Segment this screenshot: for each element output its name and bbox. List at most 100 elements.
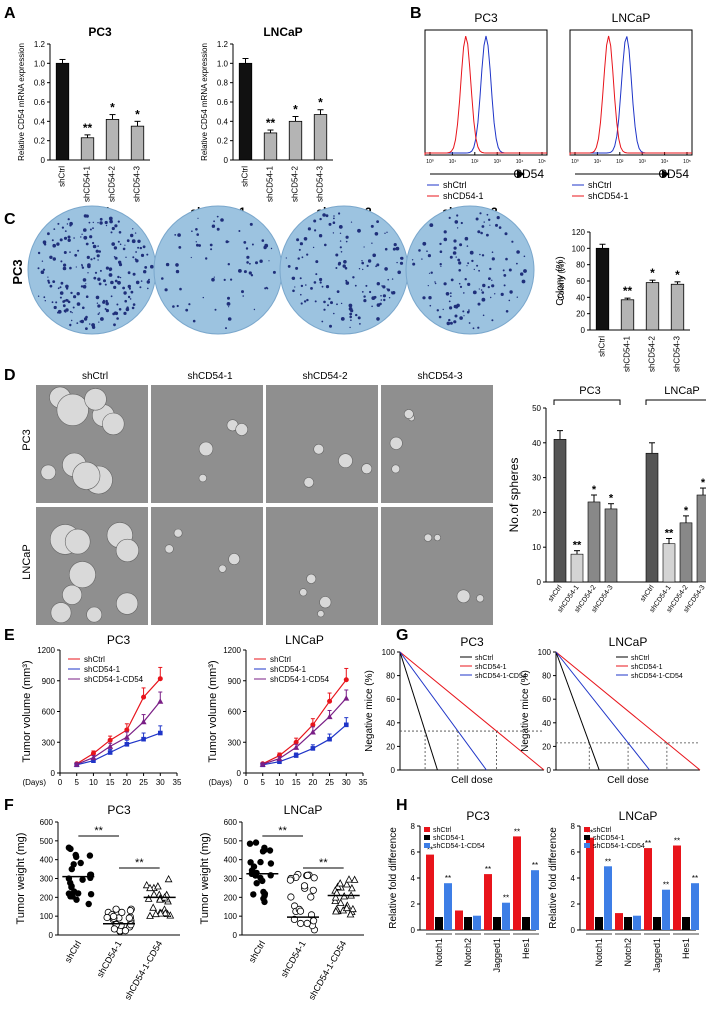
- colony-dot: [356, 314, 358, 316]
- colony-dot: [387, 278, 390, 281]
- colony-dot: [397, 270, 402, 275]
- colony-dot: [481, 297, 486, 302]
- colony-dot: [412, 262, 416, 266]
- chart-f-lncap-point: [345, 875, 353, 883]
- colony-dot: [105, 224, 108, 227]
- chart-h-lncap-bar: [615, 913, 623, 930]
- chart-h-pc3-bar: [531, 870, 539, 930]
- chart-b-pc3-arrowhead: [517, 170, 525, 178]
- colony-dot: [340, 302, 343, 305]
- chart-e-lncap-marker: [276, 755, 283, 762]
- chart-c-colony-ytick-label: 120: [572, 228, 586, 237]
- colony-dot: [482, 283, 486, 288]
- chart-b-lncap-xtick-label: 10¹: [594, 159, 602, 165]
- colony-dot: [349, 315, 353, 319]
- colony-dot: [63, 299, 66, 303]
- chart-h-pc3-category-label: Hes1: [521, 938, 531, 959]
- chart-g-pc3-ytick-label: 20: [386, 742, 395, 751]
- colony-dot: [468, 309, 470, 311]
- colony-dot: [114, 224, 118, 228]
- colony-dot: [272, 270, 276, 274]
- colony-dot: [214, 308, 217, 311]
- sphere: [319, 596, 332, 609]
- chart-h-pc3-bar: [464, 917, 472, 930]
- chart-f-lncap-point: [342, 903, 351, 912]
- colony-dot: [418, 249, 421, 252]
- panel-letter-C: C: [4, 211, 16, 228]
- colony-dot: [137, 239, 141, 243]
- panel-letter-F: F: [4, 797, 14, 814]
- colony-dot: [213, 220, 216, 223]
- colony-dot: [80, 319, 85, 324]
- colony-dot: [245, 247, 249, 250]
- chart-e-lncap-marker: [293, 739, 299, 745]
- colony-dot: [268, 260, 270, 262]
- colony-dot: [69, 324, 72, 327]
- chart-f-pc3-point: [110, 925, 119, 933]
- colony-dot: [92, 244, 97, 249]
- sphere-row-label: LNCaP: [21, 544, 33, 579]
- colony-dot: [238, 269, 242, 273]
- chart-g-pc3-title: PC3: [460, 635, 484, 649]
- colony-dot: [303, 237, 308, 241]
- colony-dot: [500, 292, 504, 296]
- chart-b-lncap-xtick-label: 10⁰: [571, 159, 579, 165]
- chart-h-lncap-legend-label: shCtrl: [593, 827, 612, 834]
- colony-dot: [488, 277, 491, 280]
- chart-f-pc3-point: [149, 903, 158, 911]
- colony-dot: [59, 291, 64, 295]
- colony-dot: [443, 282, 447, 286]
- colony-dot: [313, 219, 317, 223]
- chart-h-pc3-title: PC3: [466, 809, 490, 823]
- colony-dot: [83, 235, 88, 240]
- chart-e-lncap-xtick-label: 0: [244, 778, 249, 787]
- colony-dot: [61, 226, 64, 229]
- colony-dot: [96, 254, 100, 258]
- chart-h-pc3-ytick-label: 2: [411, 900, 416, 909]
- colony-dot: [336, 290, 340, 293]
- colony-dot: [388, 297, 391, 299]
- chart-h-pc3-significance: **: [514, 827, 520, 836]
- colony-dot: [362, 268, 364, 271]
- colony-dot: [59, 238, 63, 242]
- colony-dot: [113, 246, 118, 250]
- chart-d-spheres-ytick-label: 10: [532, 543, 541, 552]
- colony-dot: [445, 292, 450, 296]
- colony-dot: [489, 224, 491, 226]
- chart-h-lncap-ytick-label: 0: [571, 926, 576, 935]
- chart-e-lncap-legend-label: shCD54-1-CD54: [270, 675, 330, 684]
- chart-e-lncap-xtick-label: 25: [325, 778, 334, 787]
- chart-e-lncap-xtick-label: 20: [308, 778, 317, 787]
- colony-dot: [459, 285, 463, 288]
- colony-dot: [386, 231, 388, 233]
- colony-dot: [333, 217, 335, 220]
- colony-dot: [52, 280, 56, 283]
- colony-dot: [92, 221, 95, 224]
- colony-dot: [456, 214, 459, 217]
- chart-f-lncap-point: [350, 875, 359, 883]
- sphere: [84, 388, 107, 411]
- colony-dot: [73, 295, 77, 299]
- sphere-micrograph: [151, 507, 263, 625]
- chart-c-colony-ytick-label: 100: [572, 244, 586, 253]
- chart-h-pc3-bar: [444, 883, 452, 930]
- chart-h-lncap-significance: **: [587, 829, 593, 838]
- sphere: [361, 463, 373, 475]
- chart-a-lncap-category-label: shCtrl: [241, 166, 250, 187]
- colony-plate-image: [27, 205, 157, 335]
- colony-dot: [114, 279, 118, 283]
- panel-letter-A: A: [4, 5, 16, 22]
- colony-dot: [503, 284, 506, 287]
- chart-h-lncap-title: LNCaP: [619, 809, 658, 823]
- colony-dot: [475, 217, 479, 221]
- sphere-row-label: PC3: [21, 429, 33, 450]
- chart-h-lncap-legend-label: shCD54-1-CD54: [593, 843, 645, 850]
- colony-dot: [150, 264, 154, 269]
- colony-dot: [40, 270, 45, 275]
- chart-e-pc3-marker: [141, 694, 147, 700]
- colony-dot: [287, 265, 291, 268]
- colony-dot: [261, 239, 265, 242]
- colony-dot: [428, 272, 431, 274]
- colony-dot: [335, 267, 338, 269]
- chart-f-lncap-category-label: shCD54-1: [279, 939, 308, 979]
